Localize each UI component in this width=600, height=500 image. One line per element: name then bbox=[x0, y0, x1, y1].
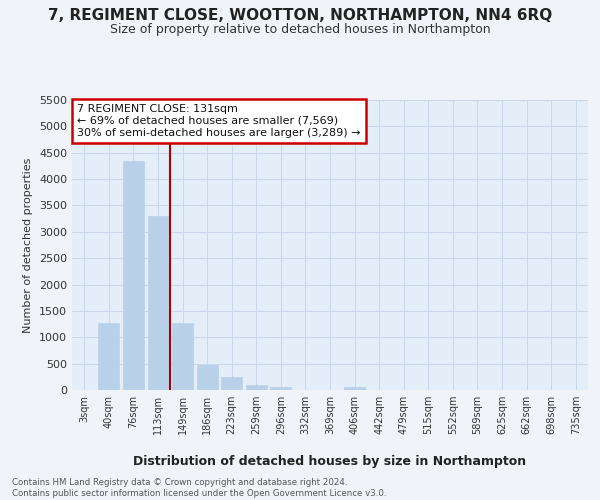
Y-axis label: Number of detached properties: Number of detached properties bbox=[23, 158, 34, 332]
Bar bbox=[172, 323, 193, 390]
Text: 7, REGIMENT CLOSE, WOOTTON, NORTHAMPTON, NN4 6RQ: 7, REGIMENT CLOSE, WOOTTON, NORTHAMPTON,… bbox=[48, 8, 552, 22]
Text: 7 REGIMENT CLOSE: 131sqm
← 69% of detached houses are smaller (7,569)
30% of sem: 7 REGIMENT CLOSE: 131sqm ← 69% of detach… bbox=[77, 104, 361, 138]
Bar bbox=[271, 387, 292, 390]
Bar bbox=[197, 364, 218, 390]
Bar bbox=[246, 386, 267, 390]
Bar bbox=[148, 216, 169, 390]
Bar bbox=[221, 378, 242, 390]
Bar bbox=[123, 160, 144, 390]
Text: Contains HM Land Registry data © Crown copyright and database right 2024.
Contai: Contains HM Land Registry data © Crown c… bbox=[12, 478, 386, 498]
Text: Distribution of detached houses by size in Northampton: Distribution of detached houses by size … bbox=[133, 454, 527, 468]
Text: Size of property relative to detached houses in Northampton: Size of property relative to detached ho… bbox=[110, 22, 490, 36]
Bar bbox=[344, 387, 365, 390]
Bar bbox=[98, 323, 119, 390]
